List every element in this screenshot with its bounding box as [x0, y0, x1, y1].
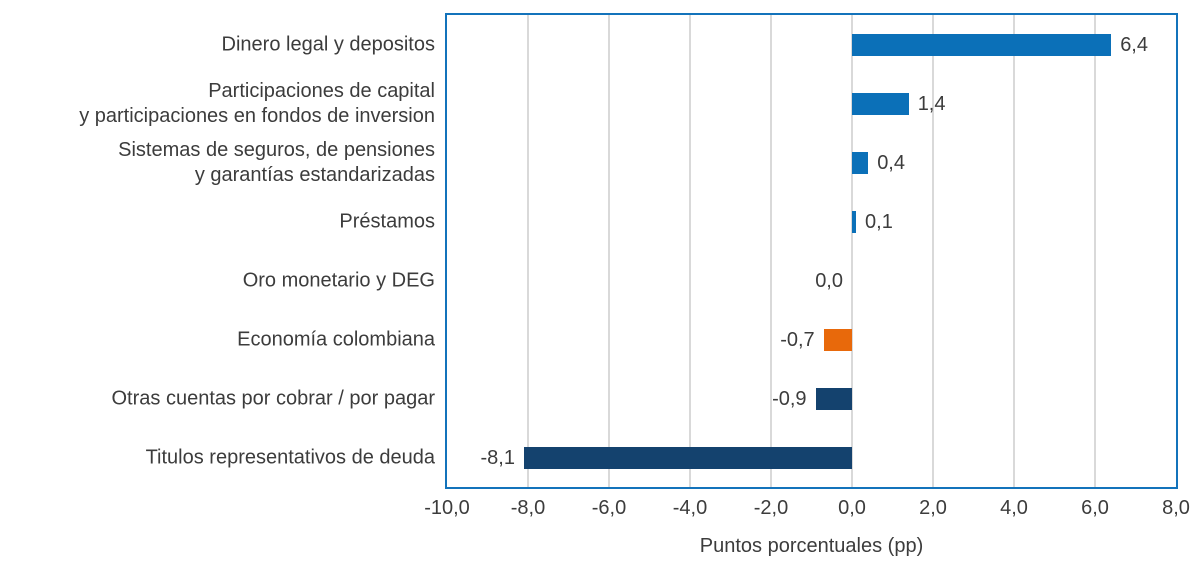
x-tick-label: -6,0	[591, 497, 627, 519]
plot-area: 6,4 1,4 0,4 0,1 0,0 -0,7 -0,9 -8,1	[445, 13, 1178, 489]
value-label: 1,4	[917, 92, 946, 115]
x-tick-label: 6,0	[1081, 497, 1109, 519]
gridline	[689, 15, 691, 487]
value-label: 0,0	[815, 269, 843, 292]
x-tick-label: 4,0	[1000, 497, 1028, 519]
gridline	[1013, 15, 1015, 487]
bar	[852, 92, 909, 115]
category-label: Dinero legal y depositos	[221, 33, 435, 55]
x-tick-label: -4,0	[672, 497, 708, 519]
gridline	[527, 15, 529, 487]
gridline	[932, 15, 934, 487]
gridline	[608, 15, 610, 487]
x-tick-label: 8,0	[1162, 497, 1190, 519]
bar	[523, 446, 852, 469]
value-label: -8,1	[480, 446, 515, 469]
category-label: Otras cuentas por cobrar / por pagar	[111, 387, 436, 409]
value-label: 6,4	[1120, 33, 1148, 56]
value-label: 0,4	[877, 151, 905, 174]
gridline	[851, 15, 853, 487]
value-label: -0,9	[772, 387, 807, 410]
category-label: Sistemas de seguros, de pensiones y garan…	[118, 138, 435, 186]
category-label: Préstamos	[339, 210, 435, 232]
bar	[852, 210, 857, 233]
bar	[823, 328, 852, 351]
category-label: Economía colombiana	[237, 328, 435, 350]
gridline	[770, 15, 772, 487]
x-tick-label: -8,0	[510, 497, 546, 519]
x-tick-label: -2,0	[753, 497, 789, 519]
x-tick-label: 0,0	[838, 497, 866, 519]
category-label: Oro monetario y DEG	[242, 269, 435, 291]
x-tick-label: 2,0	[919, 497, 947, 519]
value-label: -0,7	[780, 328, 815, 351]
category-label: Participaciones de capital y participacio…	[79, 79, 435, 127]
x-tick-label: -10,0	[424, 497, 470, 519]
bar	[852, 33, 1112, 56]
value-label: 0,1	[865, 210, 893, 233]
gridline	[1094, 15, 1096, 487]
bar	[852, 151, 869, 174]
bar	[815, 387, 852, 410]
category-label: Titulos representativos de deuda	[145, 446, 435, 468]
x-axis-title: Puntos porcentuales (pp)	[699, 535, 924, 557]
